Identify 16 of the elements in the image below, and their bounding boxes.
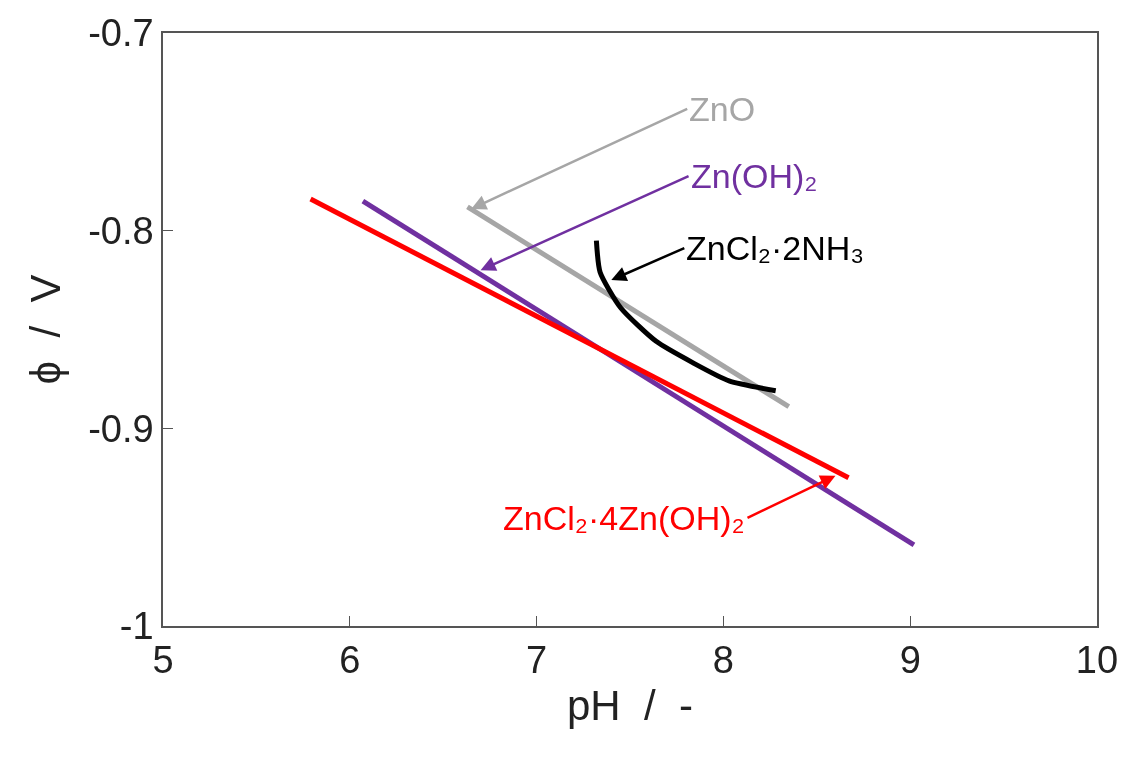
y-tick-label: -0.7 (88, 12, 154, 55)
x-tick-label: 7 (526, 639, 548, 682)
x-axis-title: pH / - (566, 681, 694, 729)
annotation: ZnO (689, 90, 756, 128)
y-tick-label: -0.9 (88, 407, 154, 450)
x-tick-label: 8 (712, 639, 734, 682)
y-tick-label: -1 (119, 605, 154, 648)
annotation: Zn(OH)₂ (691, 157, 818, 195)
annotation: ZnCl₂·4Zn(OH)₂ (503, 499, 745, 537)
y-axis-title: ϕ / V (22, 274, 70, 385)
x-tick-label: 6 (339, 639, 361, 682)
y-tick-label: -0.8 (88, 209, 154, 252)
x-tick-label: 5 (152, 639, 174, 682)
annotation: ZnCl₂·2NH₃ (686, 229, 865, 267)
x-tick-label: 9 (899, 639, 921, 682)
x-tick-label: 10 (1075, 639, 1119, 682)
